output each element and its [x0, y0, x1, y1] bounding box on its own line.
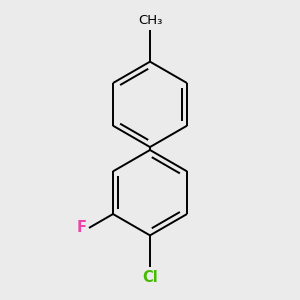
Text: CH₃: CH₃: [138, 14, 162, 27]
Text: Cl: Cl: [142, 270, 158, 285]
Text: F: F: [76, 220, 87, 236]
